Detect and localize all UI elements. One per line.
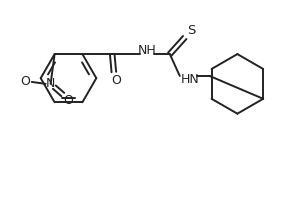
Text: N: N [46,77,55,90]
Text: O: O [111,74,121,87]
Text: S: S [188,24,196,37]
Text: NH: NH [138,44,156,57]
Text: O: O [20,75,30,88]
Text: O: O [64,94,73,107]
Text: HN: HN [180,73,199,86]
